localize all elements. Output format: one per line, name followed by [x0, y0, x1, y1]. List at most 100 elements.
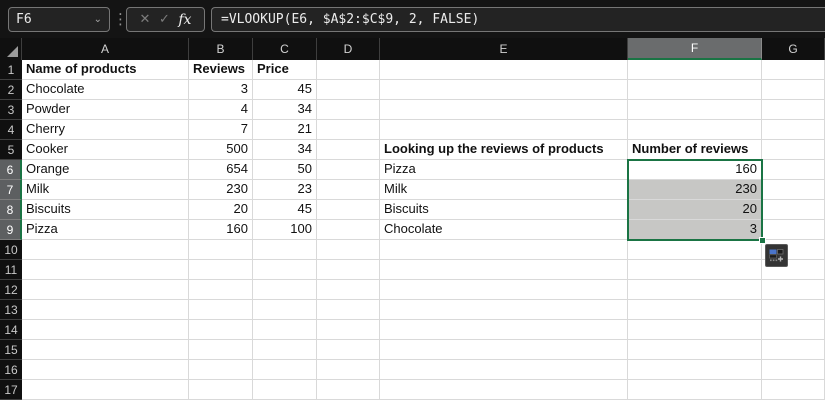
- cell-D14[interactable]: [317, 320, 380, 340]
- row-header-5[interactable]: 5: [0, 140, 22, 160]
- cell-F16[interactable]: [628, 360, 762, 380]
- cell-B11[interactable]: [189, 260, 253, 280]
- cell-A17[interactable]: [22, 380, 189, 400]
- cell-B4[interactable]: 7: [189, 120, 253, 140]
- cell-C4[interactable]: 21: [253, 120, 317, 140]
- cell-E7[interactable]: Milk: [380, 180, 628, 200]
- cell-G1[interactable]: [762, 60, 825, 80]
- insert-function-icon[interactable]: fx: [178, 11, 192, 28]
- cell-C16[interactable]: [253, 360, 317, 380]
- cancel-icon[interactable]: ✕: [139, 12, 151, 27]
- row-header-12[interactable]: 12: [0, 280, 22, 300]
- cell-E2[interactable]: [380, 80, 628, 100]
- cell-A14[interactable]: [22, 320, 189, 340]
- cell-E14[interactable]: [380, 320, 628, 340]
- cell-A15[interactable]: [22, 340, 189, 360]
- cell-A6[interactable]: Orange: [22, 160, 189, 180]
- cell-C13[interactable]: [253, 300, 317, 320]
- cell-B7[interactable]: 230: [189, 180, 253, 200]
- cell-E4[interactable]: [380, 120, 628, 140]
- cell-C10[interactable]: [253, 240, 317, 260]
- row-header-10[interactable]: 10: [0, 240, 22, 260]
- cell-C5[interactable]: 34: [253, 140, 317, 160]
- cell-F9[interactable]: 3: [628, 220, 762, 240]
- cell-C11[interactable]: [253, 260, 317, 280]
- row-header-17[interactable]: 17: [0, 380, 22, 400]
- cell-D9[interactable]: [317, 220, 380, 240]
- cell-D13[interactable]: [317, 300, 380, 320]
- column-header-A[interactable]: A: [22, 38, 189, 60]
- cell-E10[interactable]: [380, 240, 628, 260]
- cell-G14[interactable]: [762, 320, 825, 340]
- cell-A16[interactable]: [22, 360, 189, 380]
- cell-B16[interactable]: [189, 360, 253, 380]
- cell-F2[interactable]: [628, 80, 762, 100]
- cell-F14[interactable]: [628, 320, 762, 340]
- cell-D12[interactable]: [317, 280, 380, 300]
- cell-C3[interactable]: 34: [253, 100, 317, 120]
- cell-G15[interactable]: [762, 340, 825, 360]
- cell-F12[interactable]: [628, 280, 762, 300]
- cell-D7[interactable]: [317, 180, 380, 200]
- cell-B8[interactable]: 20: [189, 200, 253, 220]
- cell-D4[interactable]: [317, 120, 380, 140]
- row-header-16[interactable]: 16: [0, 360, 22, 380]
- column-header-G[interactable]: G: [762, 38, 825, 60]
- cell-A12[interactable]: [22, 280, 189, 300]
- row-header-2[interactable]: 2: [0, 80, 22, 100]
- select-all-button[interactable]: [0, 38, 22, 60]
- cell-G9[interactable]: [762, 220, 825, 240]
- cell-A5[interactable]: Cooker: [22, 140, 189, 160]
- cell-D5[interactable]: [317, 140, 380, 160]
- cell-F5[interactable]: Number of reviews: [628, 140, 762, 160]
- fill-handle[interactable]: [759, 237, 766, 244]
- cell-B10[interactable]: [189, 240, 253, 260]
- cell-B1[interactable]: Reviews: [189, 60, 253, 80]
- column-header-E[interactable]: E: [380, 38, 628, 60]
- cell-A9[interactable]: Pizza: [22, 220, 189, 240]
- cell-A4[interactable]: Cherry: [22, 120, 189, 140]
- formula-input[interactable]: =VLOOKUP(E6, $A$2:$C$9, 2, FALSE): [211, 7, 825, 32]
- cell-E9[interactable]: Chocolate: [380, 220, 628, 240]
- cell-F8[interactable]: 20: [628, 200, 762, 220]
- cell-G4[interactable]: [762, 120, 825, 140]
- cell-B3[interactable]: 4: [189, 100, 253, 120]
- column-header-D[interactable]: D: [317, 38, 380, 60]
- row-header-6[interactable]: 6: [0, 160, 22, 180]
- row-header-9[interactable]: 9: [0, 220, 22, 240]
- cell-G5[interactable]: [762, 140, 825, 160]
- cell-G16[interactable]: [762, 360, 825, 380]
- cell-A7[interactable]: Milk: [22, 180, 189, 200]
- row-header-13[interactable]: 13: [0, 300, 22, 320]
- row-header-1[interactable]: 1: [0, 60, 22, 80]
- cell-G2[interactable]: [762, 80, 825, 100]
- cell-F1[interactable]: [628, 60, 762, 80]
- cell-D8[interactable]: [317, 200, 380, 220]
- autofill-options-button[interactable]: [765, 244, 788, 267]
- cell-E13[interactable]: [380, 300, 628, 320]
- cell-C9[interactable]: 100: [253, 220, 317, 240]
- cell-B13[interactable]: [189, 300, 253, 320]
- cell-B15[interactable]: [189, 340, 253, 360]
- cell-D11[interactable]: [317, 260, 380, 280]
- cell-B17[interactable]: [189, 380, 253, 400]
- row-header-14[interactable]: 14: [0, 320, 22, 340]
- name-box-dropdown-icon[interactable]: ⌄: [93, 14, 102, 25]
- cell-C12[interactable]: [253, 280, 317, 300]
- cell-F17[interactable]: [628, 380, 762, 400]
- cell-G13[interactable]: [762, 300, 825, 320]
- cell-G8[interactable]: [762, 200, 825, 220]
- cell-F7[interactable]: 230: [628, 180, 762, 200]
- cell-B2[interactable]: 3: [189, 80, 253, 100]
- cell-G7[interactable]: [762, 180, 825, 200]
- cell-C7[interactable]: 23: [253, 180, 317, 200]
- row-header-11[interactable]: 11: [0, 260, 22, 280]
- cell-B12[interactable]: [189, 280, 253, 300]
- cell-F10[interactable]: [628, 240, 762, 260]
- cell-C6[interactable]: 50: [253, 160, 317, 180]
- cell-A11[interactable]: [22, 260, 189, 280]
- cell-D6[interactable]: [317, 160, 380, 180]
- cell-E3[interactable]: [380, 100, 628, 120]
- cell-F3[interactable]: [628, 100, 762, 120]
- cell-C17[interactable]: [253, 380, 317, 400]
